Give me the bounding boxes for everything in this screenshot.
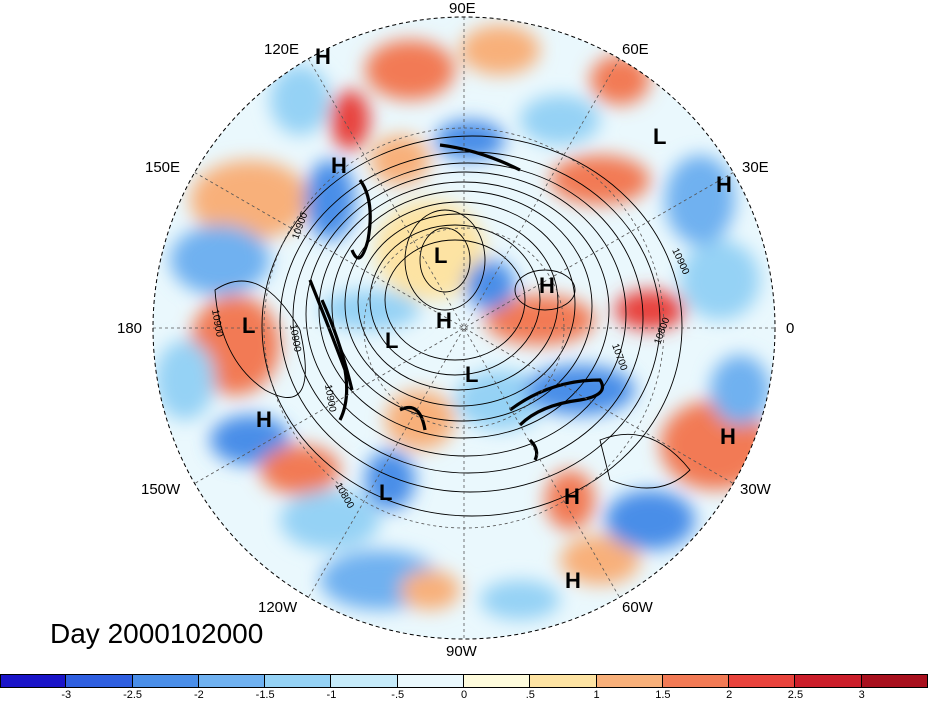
- colorbar-tick-label: -2.5: [123, 689, 143, 701]
- pressure-center-marker: H: [565, 568, 581, 593]
- colorbar-tick-label: 2.5: [787, 689, 804, 701]
- pressure-center-marker: H: [564, 484, 580, 509]
- colorbar-tick-label: -1: [326, 689, 337, 701]
- contour-label: 10900: [322, 384, 338, 414]
- colorbar-swatch: [729, 674, 796, 688]
- colorbar-swatch: [397, 674, 464, 688]
- pressure-center-marker: H: [315, 44, 331, 69]
- colorbar-tick-label: 0: [460, 689, 468, 701]
- lon-label-90e: 90E: [449, 0, 476, 17]
- pressure-center-marker: H: [256, 407, 272, 432]
- colorbar-tick-label: -.5: [391, 689, 405, 701]
- colorbar-tick-label: 3: [858, 689, 865, 701]
- lon-label-120e: 120E: [264, 41, 300, 58]
- colorbar-frame: [0, 674, 928, 688]
- geopotential-contours: [214, 135, 691, 517]
- colorbar-tick-label: -3: [61, 689, 72, 701]
- lon-label-0: 0: [786, 320, 795, 337]
- lon-label-30w: 30W: [740, 481, 771, 498]
- pressure-center-marker: H: [331, 153, 347, 178]
- colorbar-swatch: [662, 674, 730, 688]
- pressure-center-marker: H: [539, 273, 555, 298]
- pressure-center-marker: H: [436, 308, 452, 333]
- map-border: [152, 16, 776, 640]
- colorbar-swatch: [132, 674, 199, 688]
- colorbar-swatch: [530, 674, 597, 688]
- lon-label-90w: 90W: [446, 643, 477, 660]
- lon-label-60e: 60E: [622, 41, 649, 58]
- colorbar-swatch: [795, 674, 862, 688]
- pressure-center-marker: L: [385, 328, 399, 353]
- colorbar-swatch: [596, 674, 663, 688]
- pressure-center-marker: L: [242, 313, 256, 338]
- colorbar-swatch: [265, 674, 332, 688]
- pressure-center-marker: L: [465, 362, 479, 387]
- lon-label-150w: 150W: [141, 481, 181, 498]
- contour-label: 10900: [287, 324, 303, 354]
- colorbar-tick-label: 1.5: [655, 689, 671, 701]
- pressure-center-marker: L: [379, 480, 393, 505]
- pressure-center-marker: H: [716, 172, 732, 197]
- lon-label-60w: 60W: [622, 599, 653, 616]
- lon-label-30e: 30E: [742, 159, 769, 176]
- contour-label: 10900: [209, 309, 225, 339]
- colorbar: -3 -2.5 -2 -1.5 -1 -.5 0 .5 1 1.5 2 2.5 3: [0, 674, 928, 702]
- lon-label-120w: 120W: [258, 599, 298, 616]
- lon-label-150e: 150E: [145, 159, 181, 176]
- colorbar-swatch: [198, 674, 266, 688]
- graticule: [153, 17, 775, 639]
- pressure-center-marker: L: [653, 124, 667, 149]
- colorbar-swatch: [464, 674, 531, 688]
- colorbar-swatch: [331, 674, 398, 688]
- colorbar-swatch: [0, 674, 67, 688]
- lon-label-180: 180: [117, 320, 143, 337]
- colorbar-swatch: [66, 674, 133, 688]
- colorbar-tick-label: .5: [525, 689, 535, 701]
- pressure-center-marker: L: [434, 243, 448, 268]
- map-title: Day 2000102000: [50, 618, 264, 649]
- colorbar-tick-label: -2: [193, 689, 204, 701]
- colorbar-tick-label: -1.5: [255, 689, 275, 701]
- colorbar-tick-label: 2: [726, 689, 733, 701]
- colorbar-tick-label: 1: [593, 689, 600, 701]
- pressure-center-marker: H: [720, 424, 736, 449]
